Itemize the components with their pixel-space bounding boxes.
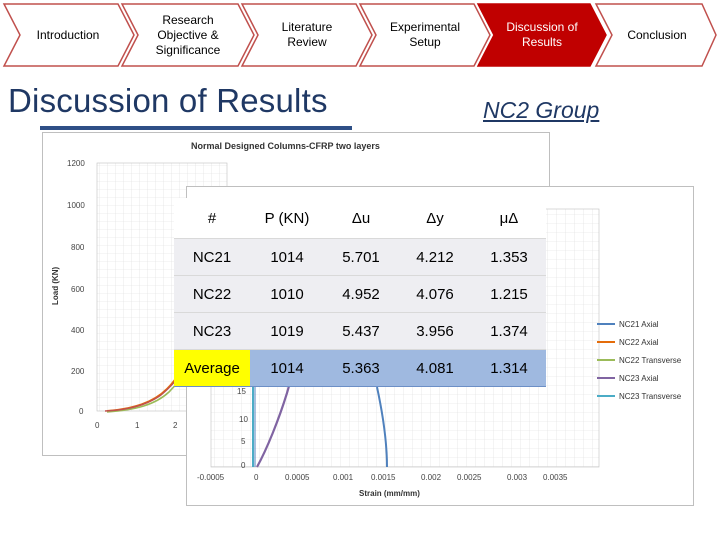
load-chart-title: Normal Designed Columns-CFRP two layers — [191, 141, 380, 151]
average-label-cell: Average — [174, 349, 250, 387]
group-label: NC2 Group — [483, 97, 600, 123]
chevron-shape-research — [120, 3, 255, 67]
strain-x-tick-0002: 0.002 — [421, 473, 442, 482]
table-cell: 4.952 — [324, 275, 398, 313]
nav-tab-introduction-label: Introduction — [36, 27, 100, 42]
y-tick-0: 0 — [79, 407, 84, 416]
table-cell: 1014 — [250, 238, 324, 276]
nav-tab-experimental-setup[interactable]: Experimental Setup — [376, 0, 474, 70]
table-cell: 4.076 — [398, 275, 472, 313]
strain-x-tick-00035: 0.0035 — [543, 473, 568, 482]
y-tick-200: 200 — [71, 367, 85, 376]
legend-item: NC22 Transverse — [597, 351, 681, 369]
nav-tab-literature-review-label: Literature Review — [281, 20, 333, 49]
table-cell: 4.212 — [398, 238, 472, 276]
legend-swatch — [597, 323, 615, 325]
y-tick-400: 400 — [71, 326, 85, 335]
nav-tab-conclusion[interactable]: Conclusion — [610, 0, 704, 70]
nav-tab-introduction[interactable]: Introduction — [20, 0, 116, 70]
table-cell: 1014 — [250, 349, 324, 387]
table-cell: 5.363 — [324, 349, 398, 387]
table-cell: 1.314 — [472, 349, 546, 387]
table-row: NC23 1019 5.437 3.956 1.374 — [174, 312, 546, 350]
strain-x-tick-0: 0 — [254, 473, 259, 482]
chevron-shape-experimental — [358, 3, 491, 67]
legend-swatch — [597, 395, 615, 397]
strain-x-tick-0003: 0.003 — [507, 473, 528, 482]
table-average-row: Average 1014 5.363 4.081 1.314 — [174, 349, 546, 387]
chevron-shape-literature — [240, 3, 373, 67]
table-cell: 1019 — [250, 312, 324, 350]
legend-swatch — [597, 377, 615, 379]
navigation-chevrons — [2, 3, 717, 67]
table-header-cell: P (KN) — [250, 198, 324, 239]
strain-x-tick-00025: 0.0025 — [457, 473, 482, 482]
chevron-shape-conclusion — [594, 3, 717, 67]
strain-y-tick-0: 0 — [241, 461, 246, 470]
table-cell: 1.353 — [472, 238, 546, 276]
nav-tab-research-objective[interactable]: Research Objective & Significance — [138, 0, 238, 70]
chevron-shape-introduction — [2, 3, 135, 67]
legend-swatch — [597, 359, 615, 361]
chevron-shape-discussion — [476, 3, 607, 67]
y-tick-800: 800 — [71, 243, 85, 252]
table-cell: NC23 — [174, 312, 250, 350]
nav-tab-conclusion-label: Conclusion — [627, 27, 687, 42]
strain-y-tick-5: 5 — [241, 437, 246, 446]
legend-swatch — [597, 341, 615, 343]
table-header-cell: μΔ — [472, 198, 546, 239]
strain-x-tick-neg0005: -0.0005 — [197, 473, 225, 482]
nav-tab-literature-review[interactable]: Literature Review — [258, 0, 356, 70]
section-navigation: Introduction Research Objective & Signif… — [0, 0, 720, 70]
nav-tab-discussion-of-results-label: Discussion of Results — [506, 20, 578, 49]
x-tick-2: 2 — [173, 421, 178, 430]
strain-chart-xlabel: Strain (mm/mm) — [359, 489, 420, 498]
strain-x-tick-00015: 0.0015 — [371, 473, 396, 482]
table-row: NC21 1014 5.701 4.212 1.353 — [174, 238, 546, 276]
legend-item: NC22 Axial — [597, 333, 681, 351]
strain-curve-nc22-axial — [376, 386, 388, 468]
table-header-cell: # — [174, 198, 250, 239]
legend-label: NC22 Transverse — [619, 355, 682, 365]
table-header-row: # P (KN) Δu Δy μΔ — [174, 198, 546, 239]
table-cell: 1.215 — [472, 275, 546, 313]
y-tick-600: 600 — [71, 285, 85, 294]
table-cell: 1010 — [250, 275, 324, 313]
x-tick-0: 0 — [95, 421, 100, 430]
nav-tab-experimental-setup-label: Experimental Setup — [389, 20, 461, 49]
table-header-cell: Δy — [398, 198, 472, 239]
strain-curve-nc23-axial — [256, 378, 293, 468]
strain-y-tick-15: 15 — [237, 387, 246, 396]
y-tick-1200: 1200 — [67, 159, 85, 168]
legend-item: NC23 Axial — [597, 369, 681, 387]
table-cell: NC22 — [174, 275, 250, 313]
table-cell: 5.701 — [324, 238, 398, 276]
legend-label: NC23 Axial — [619, 373, 659, 383]
load-chart-ylabel: Load (KN) — [51, 266, 60, 305]
table-cell: 5.437 — [324, 312, 398, 350]
nav-tab-research-objective-label: Research Objective & Significance — [155, 12, 221, 57]
table-header-cell: Δu — [324, 198, 398, 239]
legend-item: NC23 Transverse — [597, 387, 681, 405]
table-cell: 1.374 — [472, 312, 546, 350]
strain-chart-legend: NC21 Axial NC22 Axial NC22 Transverse NC… — [597, 315, 681, 405]
strain-x-tick-00005: 0.0005 — [285, 473, 310, 482]
title-underline — [40, 126, 352, 130]
y-tick-1000: 1000 — [67, 201, 85, 210]
nav-tab-discussion-of-results[interactable]: Discussion of Results — [494, 0, 590, 70]
legend-item: NC21 Axial — [597, 315, 681, 333]
table-cell: 4.081 — [398, 349, 472, 387]
results-table: # P (KN) Δu Δy μΔ NC21 1014 5.701 4.212 … — [174, 198, 546, 387]
table-row: NC22 1010 4.952 4.076 1.215 — [174, 275, 546, 313]
table-cell: NC21 — [174, 238, 250, 276]
strain-x-tick-0001: 0.001 — [333, 473, 354, 482]
legend-label: NC22 Axial — [619, 337, 659, 347]
x-tick-1: 1 — [135, 421, 140, 430]
legend-label: NC23 Transverse — [619, 391, 682, 401]
page-title: Discussion of Results — [8, 82, 328, 119]
table-cell: 3.956 — [398, 312, 472, 350]
legend-label: NC21 Axial — [619, 319, 659, 329]
strain-y-tick-10: 10 — [239, 415, 248, 424]
